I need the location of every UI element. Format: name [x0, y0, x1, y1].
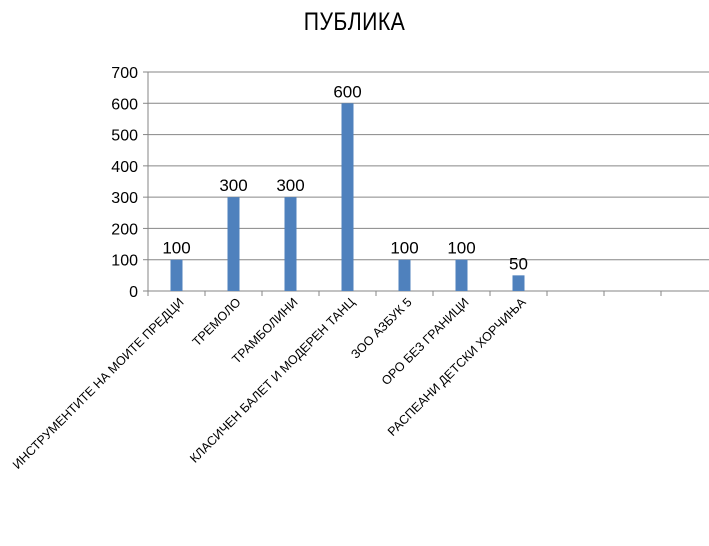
y-tick-label: 400	[111, 159, 138, 176]
data-label: 300	[219, 176, 247, 195]
x-axis-labels: ИНСТРУМЕНТИТЕ НА МОИТЕ ПРЕДЦИ ТРЕМОЛОТРАМ…	[10, 295, 529, 472]
bar	[170, 259, 183, 291]
y-axis-ticks: 0 100 200 300 400 500 600 700	[111, 65, 148, 301]
bar	[398, 259, 411, 291]
bar	[512, 275, 525, 291]
chart-title: ПУБЛИКА	[303, 8, 406, 36]
bars	[170, 103, 525, 292]
y-tick-label: 300	[111, 190, 138, 207]
data-label: 300	[276, 176, 304, 195]
bar	[341, 103, 354, 292]
data-label: 50	[509, 254, 528, 273]
gridlines	[148, 71, 709, 261]
x-category-label: ТРЕМОЛО	[190, 295, 244, 349]
bar	[455, 259, 468, 291]
data-label: 100	[390, 239, 418, 258]
y-tick-label: 200	[111, 221, 138, 238]
axes	[147, 72, 709, 296]
y-tick-label: 0	[129, 284, 138, 301]
y-tick-label: 600	[111, 96, 138, 113]
y-tick-label: 700	[111, 65, 138, 82]
data-label: 600	[333, 82, 361, 101]
y-tick-label: 500	[111, 128, 138, 145]
bar	[284, 197, 297, 291]
bar	[227, 197, 240, 291]
data-label: 100	[447, 239, 475, 258]
x-category-label: ИНСТРУМЕНТИТЕ НА МОИТЕ ПРЕДЦИ	[10, 295, 187, 472]
data-labels: 100 300 300 600 100 100 50	[162, 82, 528, 273]
data-label: 100	[162, 239, 190, 258]
y-tick-label: 100	[111, 253, 138, 270]
